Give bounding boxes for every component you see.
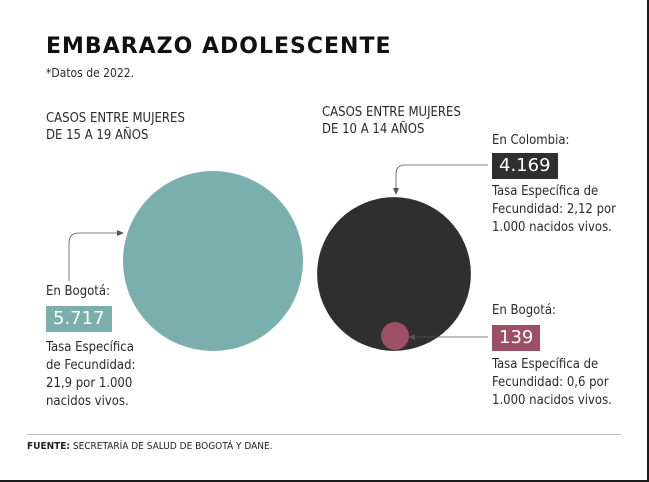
bogota-location-label: En Bogotá: bbox=[492, 303, 556, 318]
page-title: EMBARAZO ADOLESCENTE bbox=[46, 34, 392, 59]
bogota-desc-line1: Tasa Específica de bbox=[492, 357, 599, 372]
connector-colombia bbox=[395, 164, 488, 188]
right-heading: CASOS ENTRE MUJERES DE 10 A 14 AÑOS bbox=[322, 104, 461, 138]
bogota-desc-line2: Fecundidad: 0,6 por bbox=[492, 375, 609, 390]
bogota-desc-line3: 1.000 nacidos vivos. bbox=[492, 393, 612, 408]
footer-divider bbox=[27, 434, 621, 435]
left-desc-line4: nacidos vivos. bbox=[46, 394, 129, 409]
left-desc-line1: Tasa Específica bbox=[46, 340, 134, 355]
colombia-location-label: En Colombia: bbox=[492, 133, 570, 148]
left-heading: CASOS ENTRE MUJERES DE 15 A 19 AÑOS bbox=[46, 110, 185, 144]
colombia-desc-line1: Tasa Específica de bbox=[492, 184, 599, 199]
right-heading-line1: CASOS ENTRE MUJERES bbox=[322, 105, 461, 120]
colombia-description: Tasa Específica de Fecundidad: 2,12 por … bbox=[492, 183, 616, 237]
connector-left bbox=[68, 232, 118, 281]
left-heading-line1: CASOS ENTRE MUJERES bbox=[46, 111, 185, 126]
source-note: FUENTE: SECRETARÍA DE SALUD DE BOGOTÁ Y … bbox=[27, 441, 273, 452]
left-location-label: En Bogotá: bbox=[46, 284, 110, 299]
arrow-head-bogota-small bbox=[408, 334, 415, 340]
source-text: SECRETARÍA DE SALUD DE BOGOTÁ Y DANE. bbox=[70, 441, 273, 452]
colombia-desc-line3: 1.000 nacidos vivos. bbox=[492, 220, 612, 235]
colombia-desc-line2: Fecundidad: 2,12 por bbox=[492, 202, 616, 217]
source-label: FUENTE: bbox=[27, 441, 71, 452]
arrow-head-left bbox=[117, 230, 124, 236]
left-value-badge: 5.717 bbox=[46, 306, 112, 332]
bubble-colombia-10-14 bbox=[317, 197, 471, 351]
left-heading-line2: DE 15 A 19 AÑOS bbox=[46, 128, 149, 143]
left-description: Tasa Específica de Fecundidad: 21,9 por … bbox=[46, 339, 135, 411]
arrow-head-colombia bbox=[393, 188, 399, 195]
left-desc-line2: de Fecundidad: bbox=[46, 358, 136, 373]
bogota-value-badge: 139 bbox=[492, 325, 541, 351]
bubble-bogota-15-19 bbox=[123, 171, 303, 351]
bubble-bogota-10-14 bbox=[381, 322, 409, 350]
right-heading-line2: DE 10 A 14 AÑOS bbox=[322, 122, 425, 137]
page-subtitle: *Datos de 2022. bbox=[46, 66, 135, 80]
bogota-description: Tasa Específica de Fecundidad: 0,6 por 1… bbox=[492, 356, 612, 410]
colombia-value-badge: 4.169 bbox=[492, 153, 558, 179]
left-desc-line3: 21,9 por 1.000 bbox=[46, 376, 133, 391]
